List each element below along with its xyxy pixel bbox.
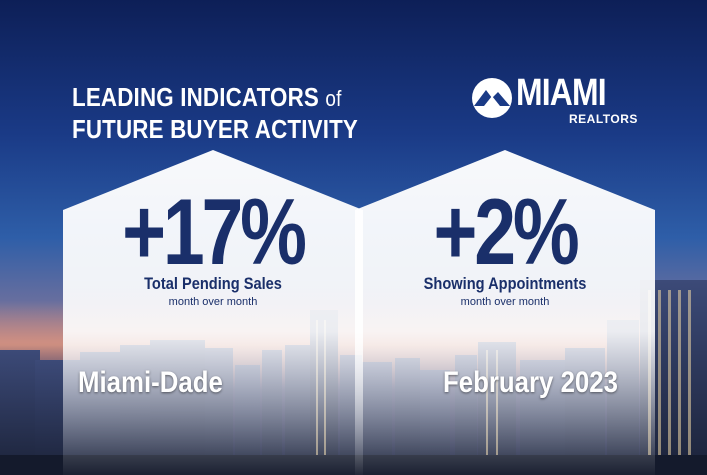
pending-sales-label: Total Pending Sales <box>144 274 282 293</box>
showing-appointments-value: +2% <box>433 179 579 284</box>
showing-appointments-sublabel: month over month <box>460 296 550 308</box>
logo-subtitle: REALTORS <box>569 112 638 126</box>
pending-sales-sublabel: month over month <box>168 296 258 308</box>
headline-of: of <box>325 86 342 111</box>
period-label: February 2023 <box>443 366 618 399</box>
headline-line1: LEADING INDICATORS <box>72 82 319 112</box>
headline-line2: FUTURE BUYER ACTIVITY <box>72 114 359 144</box>
logo-word: MIAMI <box>516 72 607 114</box>
showing-appointments-card: +2% Showing Appointments month over mont… <box>355 150 655 475</box>
showing-appointments-label: Showing Appointments <box>423 274 587 293</box>
miami-realtors-logo-icon <box>472 78 512 118</box>
pending-sales-card: +17% Total Pending Sales month over mont… <box>63 150 363 475</box>
pending-sales-value: +17% <box>122 179 307 284</box>
region-label: Miami-Dade <box>78 366 223 399</box>
headline: LEADING INDICATORS of FUTURE BUYER ACTIV… <box>72 82 358 144</box>
miami-realtors-logo: MIAMI REALTORS <box>470 72 637 130</box>
house-shape <box>63 150 363 475</box>
house-shape <box>355 150 655 475</box>
